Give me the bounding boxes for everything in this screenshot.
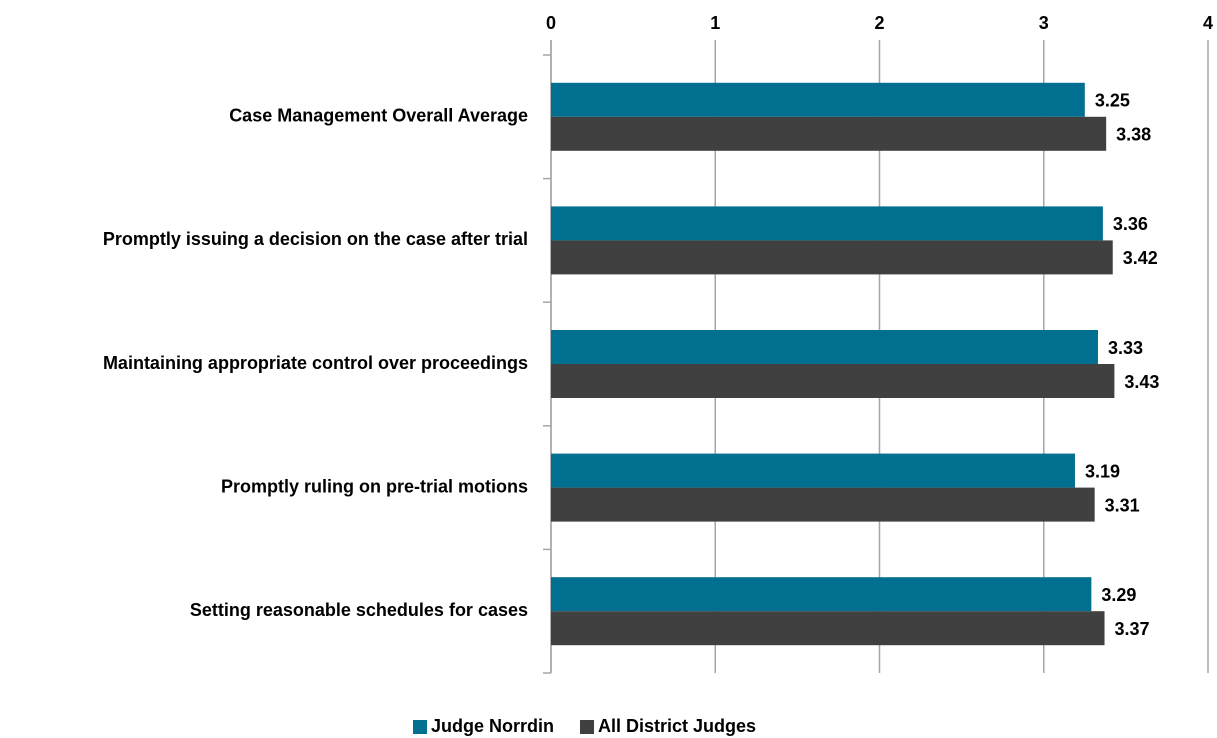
legend-swatch <box>580 720 595 734</box>
data-label: 3.42 <box>1123 248 1158 268</box>
data-label: 3.31 <box>1105 495 1140 515</box>
data-label: 3.33 <box>1108 338 1143 358</box>
bar <box>551 330 1098 364</box>
y-tick-label: Maintaining appropriate control over pro… <box>103 353 528 373</box>
bar <box>551 577 1092 612</box>
data-label: 3.25 <box>1095 91 1130 111</box>
data-label: 3.43 <box>1124 372 1159 392</box>
legend-swatch <box>413 720 427 734</box>
data-label: 3.19 <box>1085 461 1120 481</box>
x-tick-label: 4 <box>1203 13 1213 33</box>
bar <box>551 116 1107 151</box>
y-tick-label: Promptly issuing a decision on the case … <box>103 229 528 249</box>
data-label: 3.38 <box>1116 125 1151 145</box>
data-label: 3.29 <box>1101 585 1136 605</box>
bar <box>551 453 1075 488</box>
legend-label: Judge Norrdin <box>431 716 554 736</box>
bar <box>551 240 1113 275</box>
bar <box>551 364 1115 398</box>
bar <box>551 206 1103 241</box>
bar <box>551 611 1105 646</box>
bar <box>551 487 1095 522</box>
data-label: 3.36 <box>1113 214 1148 234</box>
x-tick-label: 0 <box>546 13 556 33</box>
x-tick-label: 1 <box>710 13 720 33</box>
y-tick-label: Setting reasonable schedules for cases <box>190 600 528 620</box>
bar <box>551 82 1085 117</box>
legend-label: All District Judges <box>598 716 756 736</box>
x-tick-label: 2 <box>874 13 884 33</box>
y-tick-label: Promptly ruling on pre-trial motions <box>221 476 528 496</box>
y-tick-label: Case Management Overall Average <box>229 106 528 126</box>
x-tick-label: 3 <box>1039 13 1049 33</box>
data-label: 3.37 <box>1115 619 1150 639</box>
